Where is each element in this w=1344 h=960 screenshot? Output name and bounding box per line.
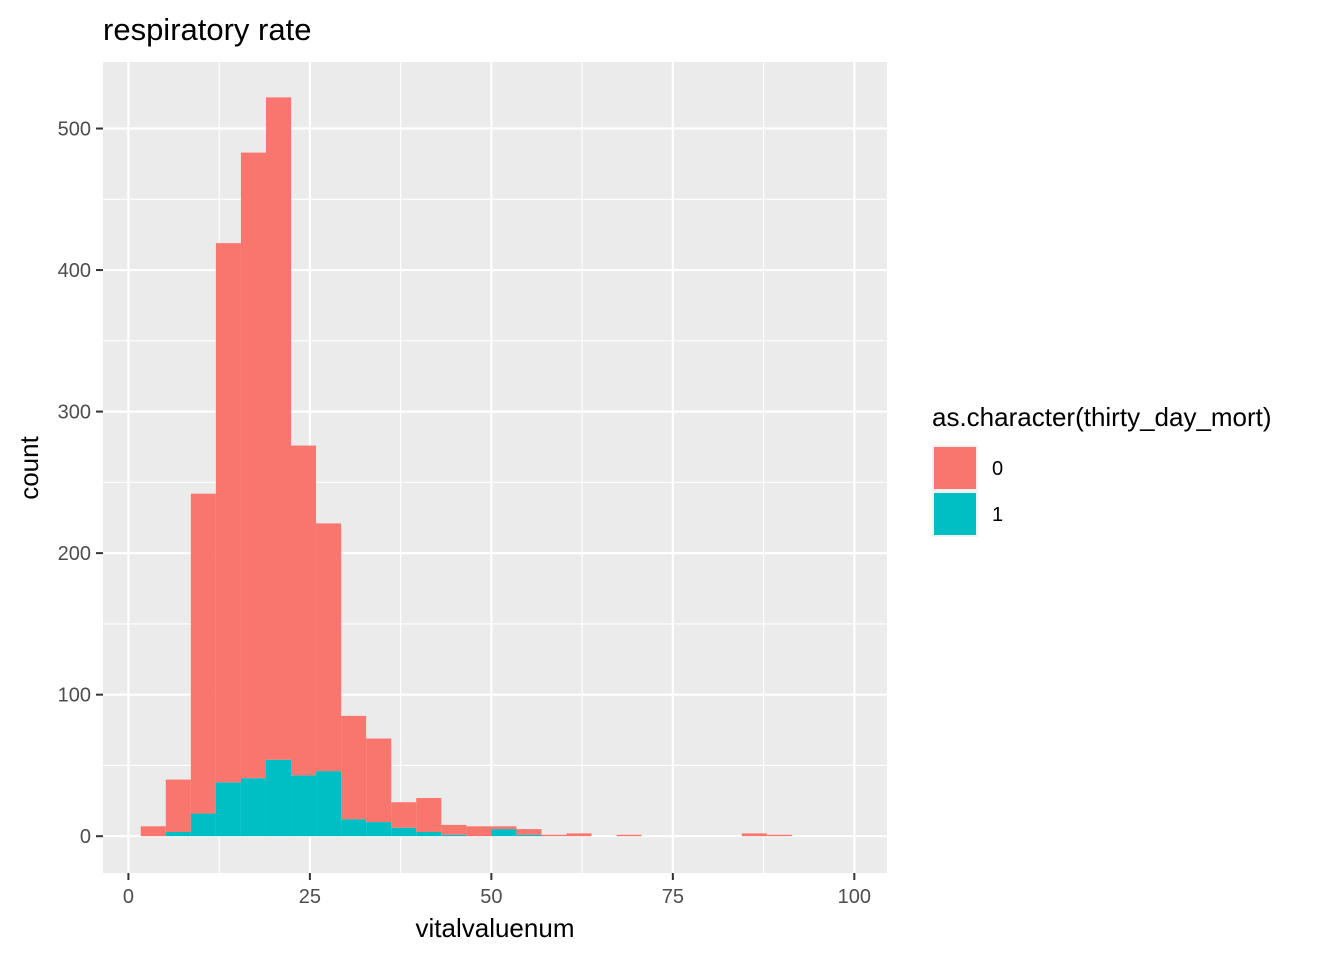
y-tick-label: 500 [58, 119, 91, 141]
bar-series-0 [165, 779, 191, 832]
y-tick-label: 0 [80, 826, 91, 848]
x-tick-label: 75 [662, 886, 684, 908]
bar-series-0 [441, 824, 467, 835]
y-axis-title: count [14, 435, 44, 499]
bar-series-1 [516, 834, 542, 837]
bar-series-0 [215, 243, 241, 783]
legend-label-1: 1 [992, 504, 1003, 526]
bar-series-0 [416, 797, 442, 832]
chart-title: respiratory rate [103, 12, 311, 47]
bar-series-1 [215, 782, 241, 837]
bar-series-0 [265, 97, 292, 760]
bar-series-0 [466, 826, 492, 837]
bar-series-0 [391, 802, 417, 828]
bar-series-0 [366, 738, 392, 823]
legend-label-0: 0 [992, 458, 1003, 480]
bar-series-0 [541, 834, 567, 837]
bar-series-0 [766, 834, 792, 837]
legend-title: as.character(thirty_day_mort) [932, 402, 1272, 432]
y-tick-label: 400 [58, 260, 91, 282]
bar-series-1 [316, 771, 342, 837]
bar-series-1 [491, 829, 517, 837]
legend: as.character(thirty_day_mort) 0 1 [932, 402, 1272, 537]
x-tick-label: 100 [838, 886, 871, 908]
bar-series-1 [441, 834, 467, 837]
bar-series-0 [291, 445, 317, 776]
bar-series-0 [140, 826, 166, 837]
bar-series-0 [566, 833, 592, 837]
bar-series-1 [165, 831, 191, 837]
bar-series-1 [366, 822, 392, 837]
bars [140, 97, 792, 837]
bar-series-0 [491, 826, 517, 830]
y-tick-label: 200 [58, 543, 91, 565]
x-axis-title: vitalvaluenum [416, 913, 575, 943]
y-tick-label: 100 [58, 685, 91, 707]
x-tick-label: 0 [123, 886, 134, 908]
bar-series-0 [190, 493, 216, 814]
bar-series-1 [190, 813, 216, 837]
bar-series-0 [616, 834, 642, 837]
bar-series-0 [316, 523, 342, 772]
bar-series-1 [391, 827, 417, 837]
bar-series-0 [741, 833, 767, 837]
bar-series-0 [341, 715, 367, 820]
bar-series-1 [240, 778, 266, 837]
bar-series-1 [341, 819, 367, 837]
bar-series-1 [265, 759, 292, 837]
x-tick-label: 25 [299, 886, 321, 908]
bar-series-1 [416, 831, 442, 837]
x-tick-label: 50 [480, 886, 502, 908]
y-axis: 0 100 200 300 400 500 [58, 119, 103, 848]
bar-series-0 [516, 829, 542, 835]
bar-series-1 [291, 775, 317, 837]
bar-series-0 [240, 152, 266, 779]
y-tick-label: 300 [58, 402, 91, 424]
legend-key-1 [934, 493, 976, 535]
x-axis: 0 25 50 75 100 [123, 873, 871, 908]
legend-key-0 [934, 447, 976, 489]
